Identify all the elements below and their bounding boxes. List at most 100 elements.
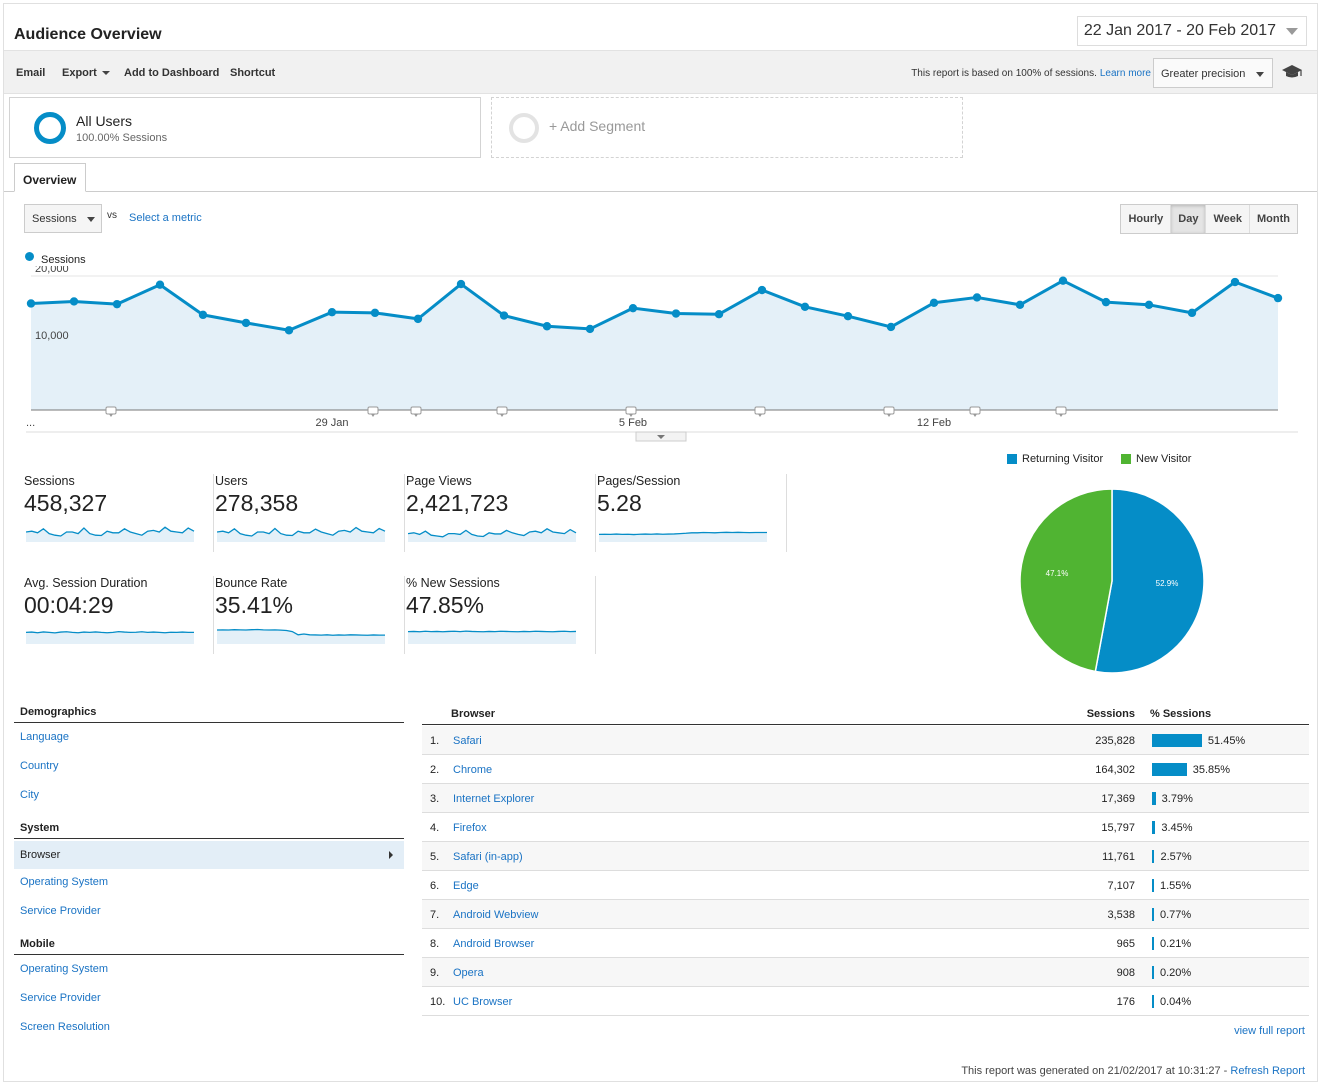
browser-link[interactable]: Chrome [453, 764, 493, 776]
email-button[interactable]: Email [16, 67, 46, 79]
pie-slice-new-visitor[interactable] [1019, 488, 1113, 673]
sessions-data-point[interactable] [714, 309, 724, 319]
browser-link[interactable]: Firefox [453, 822, 487, 834]
granularity-hourly[interactable]: Hourly [1121, 205, 1172, 233]
sessions-data-point[interactable] [241, 318, 251, 328]
granularity-day[interactable]: Day [1171, 205, 1207, 233]
sessions-data-point[interactable] [370, 308, 380, 318]
browser-link[interactable]: Internet Explorer [453, 793, 535, 805]
pie-slice-label: 52.9% [1156, 579, 1179, 588]
sessions-data-point[interactable] [843, 312, 853, 321]
sessions-data-point[interactable] [671, 309, 681, 318]
sessions-data-point[interactable] [886, 322, 896, 332]
granularity-month[interactable]: Month [1250, 205, 1297, 233]
sessions-data-point[interactable] [1187, 308, 1197, 318]
legend-returning-visitor[interactable]: Returning Visitor [1007, 453, 1103, 465]
annotation-marker-icon[interactable] [1055, 406, 1067, 417]
annotation-marker-icon[interactable] [883, 406, 895, 417]
scorecard-sessions[interactable]: Sessions 458,327 [24, 474, 214, 552]
precision-dropdown[interactable]: Greater precision [1153, 58, 1273, 88]
legend-new-visitor[interactable]: New Visitor [1121, 453, 1191, 465]
pie-slice-returning-visitor[interactable] [1094, 488, 1205, 674]
add-to-dashboard-button[interactable]: Add to Dashboard [124, 67, 220, 79]
chart-collapse-toggle[interactable] [635, 431, 687, 442]
sessions-data-point[interactable] [499, 311, 509, 320]
pct-sessions-value: 35.85% [1192, 764, 1231, 776]
browser-link[interactable]: Edge [453, 880, 479, 892]
sessions-data-point[interactable] [413, 314, 423, 324]
segment-all-users[interactable]: All Users 100.00% Sessions [9, 97, 481, 158]
select-metric-link[interactable]: Select a metric [129, 212, 202, 224]
scorecard-users[interactable]: Users 278,358 [215, 474, 405, 552]
browser-link[interactable]: Android Browser [453, 938, 535, 950]
nav-mobile-screen-resolution[interactable]: Screen Resolution [20, 1021, 110, 1033]
table-row: 4. Firefox 15,797 3.45% [422, 813, 1309, 842]
tab-overview[interactable]: Overview [14, 163, 86, 192]
nav-demographics-language[interactable]: Language [20, 731, 69, 743]
annotation-marker-icon[interactable] [410, 406, 422, 417]
learn-more-link[interactable]: Learn more [1099, 68, 1151, 79]
scorecard--new-sessions[interactable]: % New Sessions 47.85% [406, 576, 596, 654]
nav-demographics-city[interactable]: City [20, 789, 39, 801]
sessions-data-point[interactable] [628, 303, 638, 313]
sessions-data-point[interactable] [155, 280, 165, 289]
sessions-data-point[interactable] [1058, 276, 1068, 285]
browser-link[interactable]: Safari [453, 735, 482, 747]
scorecard-bounce-rate[interactable]: Bounce Rate 35.41% [215, 576, 405, 654]
visitor-pie-chart: 52.9% 47.1% [1019, 488, 1205, 674]
browser-link[interactable]: Opera [453, 967, 484, 979]
x-tick-label: 29 Jan [315, 417, 348, 429]
annotation-marker-icon[interactable] [105, 406, 117, 417]
annotation-marker-icon[interactable] [367, 406, 379, 417]
nav-system-service-provider[interactable]: Service Provider [20, 905, 101, 917]
metric-dropdown[interactable]: Sessions [24, 204, 102, 233]
sessions-data-point[interactable] [1273, 293, 1283, 303]
annotation-marker-icon[interactable] [969, 406, 981, 417]
sessions-data-point[interactable] [456, 279, 466, 289]
annotation-marker-icon[interactable] [496, 406, 508, 417]
nav-system-operating-system[interactable]: Operating System [20, 876, 109, 888]
sessions-data-point[interactable] [1101, 297, 1111, 307]
export-button[interactable]: Export [62, 67, 110, 79]
nav-mobile-service-provider[interactable]: Service Provider [20, 992, 101, 1004]
sessions-data-point[interactable] [800, 302, 810, 312]
scorecard-page-views[interactable]: Page Views 2,421,723 [406, 474, 596, 552]
date-range-picker[interactable]: 22 Jan 2017 - 20 Feb 2017 [1076, 16, 1307, 46]
sessions-data-point[interactable] [69, 297, 79, 306]
annotation-marker-icon[interactable] [625, 406, 637, 417]
scorecard-avg-session-duration[interactable]: Avg. Session Duration 00:04:29 [24, 576, 214, 654]
scorecard-value: 35.41% [215, 592, 294, 618]
sessions-data-point[interactable] [1015, 300, 1025, 310]
granularity-week[interactable]: Week [1206, 205, 1251, 233]
sessions-data-point[interactable] [1144, 300, 1154, 310]
browser-link[interactable]: Safari (in-app) [453, 851, 523, 863]
sessions-area [31, 280, 1278, 410]
sessions-data-point[interactable] [112, 299, 122, 309]
add-segment-button[interactable]: + Add Segment [491, 97, 963, 158]
sessions-data-point[interactable] [929, 298, 939, 307]
nav-demographics-country[interactable]: Country [20, 760, 59, 772]
sessions-data-point[interactable] [284, 326, 294, 335]
annotation-marker-icon[interactable] [754, 406, 766, 417]
view-full-report-link[interactable]: view full report [1234, 1025, 1305, 1037]
returning-visitor-swatch [1007, 454, 1017, 464]
sessions-data-point[interactable] [585, 324, 595, 334]
shortcut-button[interactable]: Shortcut [230, 67, 276, 79]
sessions-data-point[interactable] [26, 299, 36, 308]
browser-link[interactable]: UC Browser [453, 996, 513, 1008]
sessions-data-point[interactable] [542, 322, 552, 331]
sessions-data-point[interactable] [198, 310, 208, 320]
nav-system-browser[interactable]: Browser [14, 841, 404, 869]
sessions-data-point[interactable] [757, 285, 767, 295]
pct-sessions-bar [1152, 879, 1154, 892]
browser-link[interactable]: Android Webview [453, 909, 539, 921]
chevron-right-icon [389, 851, 393, 859]
scorecard-pages-session[interactable]: Pages/Session 5.28 [597, 474, 787, 552]
refresh-report-link[interactable]: Refresh Report [1230, 1065, 1305, 1077]
nav-mobile-operating-system[interactable]: Operating System [20, 963, 109, 975]
sessions-data-point[interactable] [1230, 277, 1240, 287]
scorecard-label: Pages/Session [597, 474, 681, 488]
graduation-cap-icon[interactable] [1281, 64, 1303, 80]
sessions-data-point[interactable] [327, 307, 337, 317]
sessions-data-point[interactable] [972, 293, 982, 302]
